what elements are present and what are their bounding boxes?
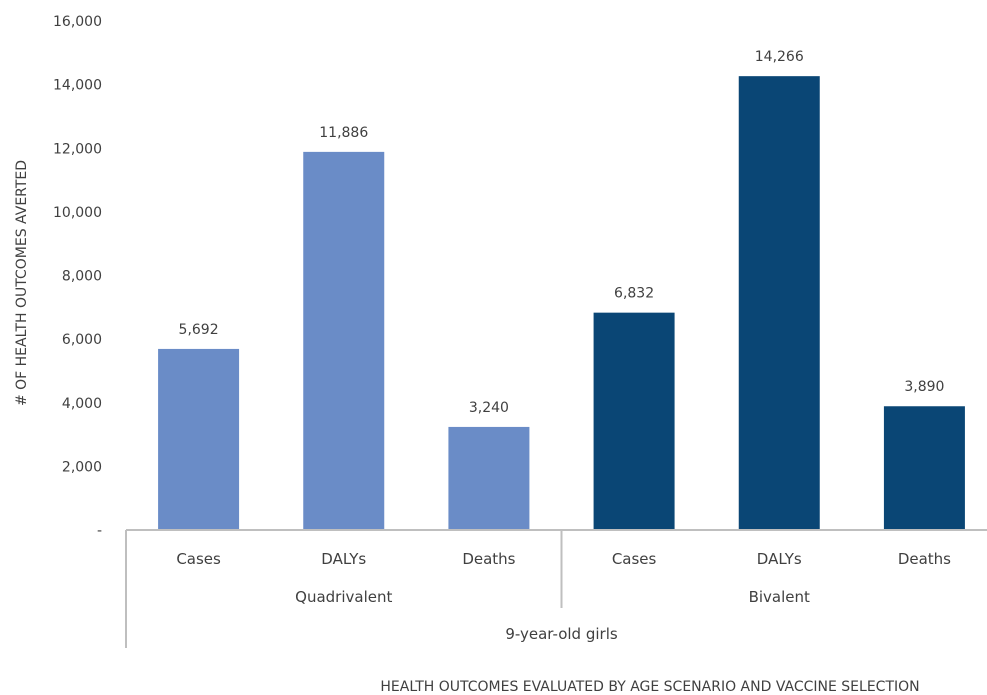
y-tick-label: 16,000	[53, 14, 102, 30]
bar	[448, 426, 530, 530]
bar-data-label: 3,240	[469, 400, 509, 416]
bar	[158, 348, 240, 530]
bar-data-label: 5,692	[179, 322, 219, 338]
bars	[158, 76, 965, 530]
bar-data-label: 3,890	[904, 379, 944, 395]
y-tick-label: 8,000	[62, 269, 102, 285]
bar	[593, 312, 675, 530]
y-tick-label: -	[97, 523, 102, 539]
x-vaccine-group-label: Quadrivalent	[295, 588, 392, 606]
x-outcome-label: Cases	[612, 550, 657, 568]
x-outcome-label: Deaths	[462, 550, 515, 568]
y-tick-label: 12,000	[53, 141, 102, 157]
x-outcome-label: Cases	[176, 550, 221, 568]
bar	[883, 406, 965, 530]
bar	[303, 151, 385, 530]
bar-data-label: 11,886	[319, 125, 368, 141]
x-age-scenario-label: 9-year-old girls	[505, 625, 618, 643]
bar-data-label: 6,832	[614, 286, 654, 302]
y-tick-label: 2,000	[62, 459, 102, 475]
x-outcome-label: Deaths	[898, 550, 951, 568]
x-vaccine-group-label: Bivalent	[749, 588, 810, 606]
x-outcome-label: DALYs	[321, 550, 366, 568]
x-axis-category-labels: Cases DALYs Deaths Cases DALYs Deaths Quadriva…	[176, 550, 951, 643]
y-tick-label: 6,000	[62, 332, 102, 348]
x-outcome-label: DALYs	[757, 550, 802, 568]
x-axis-title: HEALTH OUTCOMES EVALUATED BY AGE SCENARI…	[380, 679, 919, 695]
y-tick-label: 14,000	[53, 78, 102, 94]
x-axis-lines	[125, 529, 987, 648]
y-tick-label: 4,000	[62, 396, 102, 412]
bar	[738, 76, 820, 530]
y-tick-label: 10,000	[53, 205, 102, 221]
y-axis-ticks: - 2,000 4,000 6,000 8,000 10,000 12,000 14,000 1…	[53, 14, 102, 539]
y-axis-title: # OF HEALTH OUTCOMES AVERTED	[14, 160, 30, 406]
bar-data-labels: 5,692 11,886 3,240 6,832 14,266 3,890	[179, 49, 945, 416]
bar-data-label: 14,266	[755, 49, 804, 65]
